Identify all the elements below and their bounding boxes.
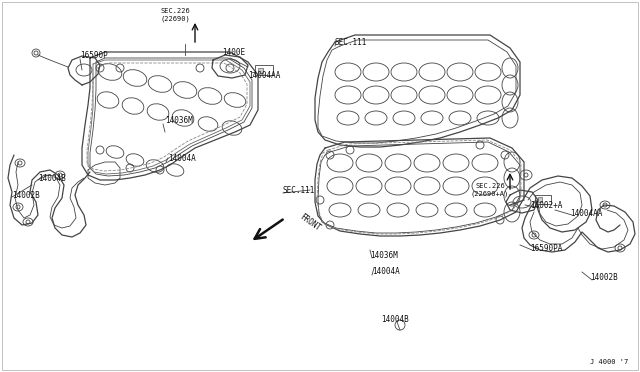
Text: 16590PA: 16590PA (530, 244, 563, 253)
Bar (535, 195, 551, 204)
Text: SEC.111: SEC.111 (283, 186, 316, 195)
Text: 14004B: 14004B (38, 173, 66, 183)
Text: SEC.226
(22690): SEC.226 (22690) (160, 8, 190, 22)
Text: FRONT: FRONT (298, 213, 322, 233)
Text: 14004B: 14004B (381, 315, 409, 324)
Text: 14036M: 14036M (370, 250, 397, 260)
Bar (258, 68, 263, 73)
Bar (255, 65, 273, 75)
Text: 14002+A: 14002+A (530, 201, 563, 209)
Text: 14004AA: 14004AA (248, 71, 280, 80)
Text: 1400E: 1400E (222, 48, 245, 57)
Text: 14004AA: 14004AA (570, 208, 602, 218)
Text: 16590P: 16590P (80, 51, 108, 60)
Bar (538, 197, 542, 202)
Text: SEC.226
(22690+A): SEC.226 (22690+A) (471, 183, 509, 197)
Text: SEC.111: SEC.111 (335, 38, 367, 46)
Text: J 4000 '7: J 4000 '7 (589, 359, 628, 365)
Text: 14002B: 14002B (12, 190, 40, 199)
Text: 14036M: 14036M (165, 115, 193, 125)
Text: 14004A: 14004A (372, 267, 400, 276)
Text: 14004A: 14004A (168, 154, 196, 163)
Text: 14002B: 14002B (590, 273, 618, 282)
